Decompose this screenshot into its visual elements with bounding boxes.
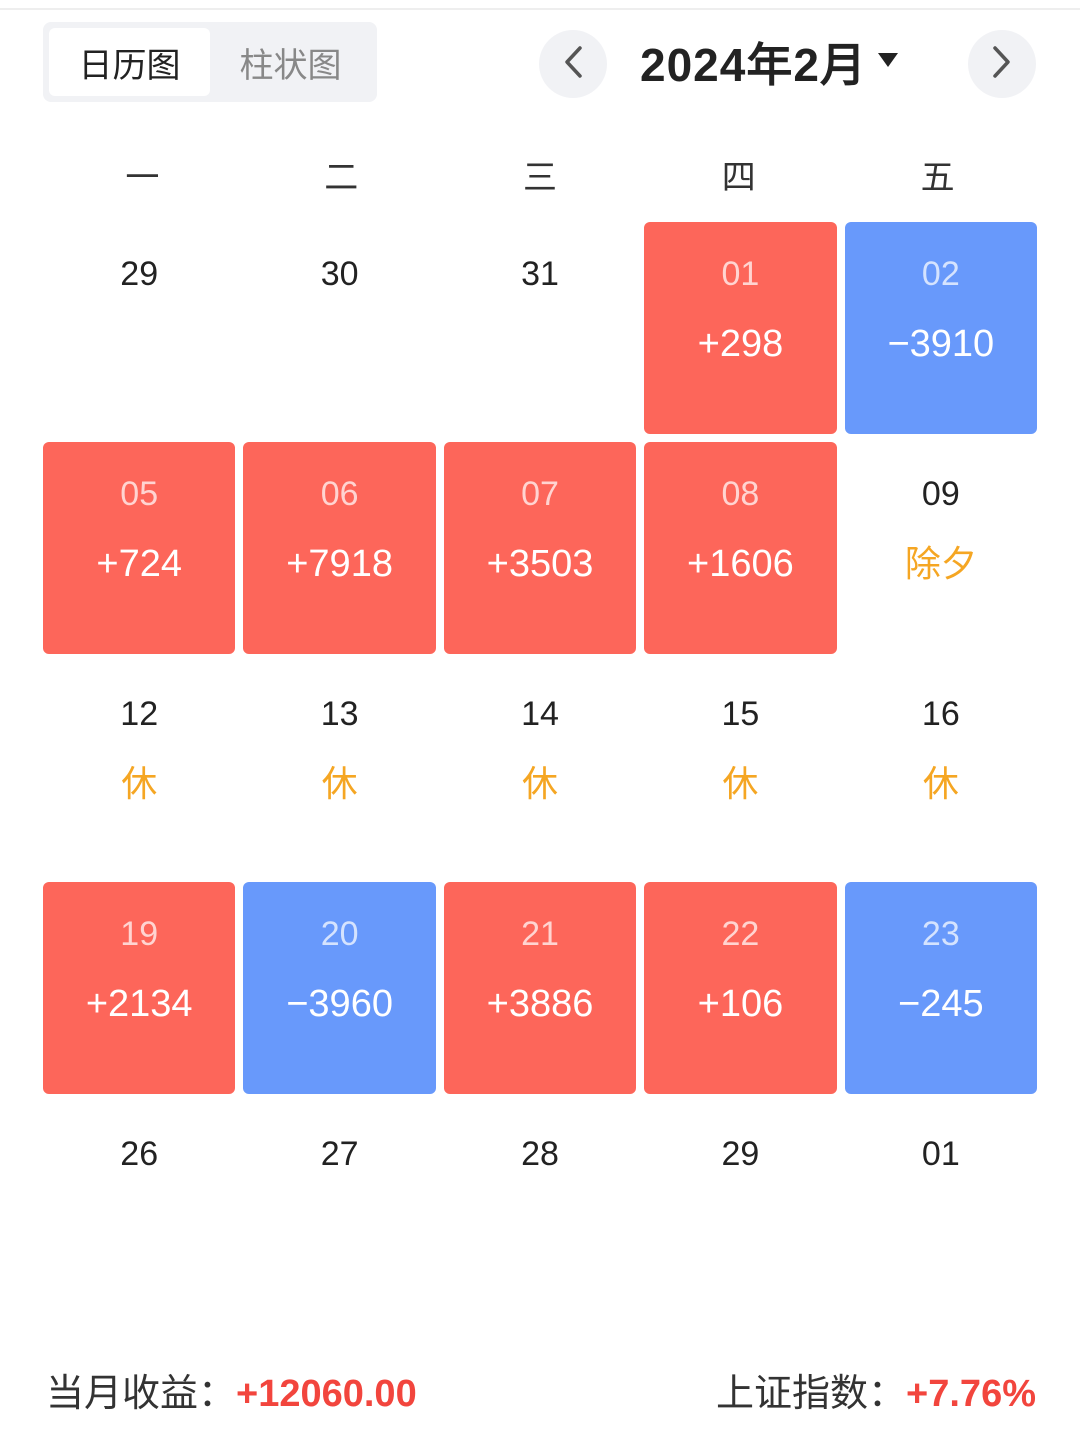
calendar-week: 26 27 28 29 01: [43, 1102, 1037, 1314]
day-profit: +7918: [286, 543, 393, 585]
calendar-day[interactable]: 20 −3960: [243, 882, 436, 1094]
day-number: 26: [120, 1135, 159, 1173]
day-number: 31: [521, 255, 559, 293]
calendar-day[interactable]: 16 休: [845, 662, 1037, 874]
day-profit: +298: [697, 323, 784, 365]
calendar-day[interactable]: 26: [43, 1102, 235, 1314]
calendar-day[interactable]: 23 −245: [844, 882, 1038, 1094]
weekday-mon: 一: [125, 159, 160, 197]
calendar-week: 19 +2134 20 −3960 21 +3886 22 +106 23 −245: [43, 882, 1038, 1094]
day-number: 12: [120, 695, 159, 733]
day-number: 09: [921, 475, 960, 513]
day-number: 30: [320, 255, 359, 293]
calendar-day[interactable]: 01: [845, 1102, 1037, 1314]
day-profit: +3503: [486, 543, 594, 585]
next-month-button[interactable]: [968, 30, 1036, 98]
calendar-day[interactable]: 08 +1606: [644, 442, 837, 654]
calendar-day[interactable]: 07 +3503: [443, 442, 637, 654]
calendar-day[interactable]: 02 −3910: [844, 222, 1038, 434]
day-number: 05: [120, 475, 159, 513]
day-number: 19: [120, 915, 159, 953]
weekday-fri: 五: [920, 159, 955, 197]
calendar-day[interactable]: 09 除夕: [845, 442, 1037, 654]
chevron-right-icon: [991, 45, 1013, 84]
day-number: 01: [721, 255, 760, 293]
day-number: 23: [921, 915, 960, 953]
day-number: 28: [521, 1135, 559, 1173]
calendar-day[interactable]: 31: [444, 222, 636, 434]
day-profit: +1606: [687, 543, 794, 585]
monthly-profit-label: 当月收益：: [46, 1373, 237, 1415]
weekday-wed: 三: [522, 159, 557, 197]
day-profit: +2134: [85, 983, 193, 1025]
day-number: 06: [320, 475, 359, 513]
calendar-day[interactable]: 30: [243, 222, 435, 434]
day-number: 27: [320, 1135, 359, 1173]
calendar-day[interactable]: 19 +2134: [43, 882, 236, 1094]
monthly-profit-value: +12060.00: [236, 1373, 417, 1415]
index-change-label: 上证指数：: [716, 1373, 907, 1415]
day-number: 15: [721, 695, 760, 733]
calendar-day[interactable]: 01 +298: [644, 222, 837, 434]
calendar-day[interactable]: 28: [444, 1102, 636, 1314]
calendar-week: 29 30 31 01 +298 02 −3910: [43, 222, 1038, 434]
calendar-day[interactable]: 05 +724: [43, 442, 236, 654]
view-switch: 日历图 柱状图: [43, 22, 377, 102]
calendar-day[interactable]: 14 休: [444, 662, 636, 874]
calendar-day[interactable]: 29: [43, 222, 235, 434]
calendar-day[interactable]: 12 休: [43, 662, 235, 874]
calendar-day[interactable]: 06 +7918: [243, 442, 436, 654]
calendar-day[interactable]: 29: [644, 1102, 836, 1314]
index-change-value: +7.76%: [906, 1373, 1036, 1415]
monthly-profit: 当月收益：+12060.00: [46, 1362, 417, 1417]
calendar-day[interactable]: 27: [243, 1102, 435, 1314]
day-note: 休: [922, 763, 959, 804]
day-profit: −3960: [286, 983, 393, 1025]
day-note: 休: [522, 763, 559, 804]
day-number: 08: [721, 475, 760, 513]
day-number: 16: [921, 695, 960, 733]
tab-bar-chart[interactable]: 柱状图: [239, 46, 342, 85]
top-divider: [0, 8, 1080, 10]
day-profit: −245: [898, 983, 984, 1025]
day-number: 22: [721, 915, 760, 953]
day-note: 休: [722, 763, 759, 804]
day-profit: +106: [697, 983, 784, 1025]
calendar-day[interactable]: 22 +106: [644, 882, 837, 1094]
month-selector[interactable]: 2024年2月: [640, 28, 899, 96]
day-note: 除夕: [904, 543, 977, 584]
calendar-week: 12 休 13 休 14 休 15 休 16 休: [43, 662, 1037, 874]
day-profit: −3910: [887, 323, 995, 365]
calendar-grid: 29 30 31 01 +298 02 −3910 05 +724 06 +7918 07 +3503 0…: [43, 222, 1038, 1322]
day-note: 休: [321, 763, 358, 804]
day-profit: +3886: [486, 983, 594, 1025]
day-profit: +724: [96, 543, 182, 585]
calendar-day[interactable]: 21 +3886: [443, 882, 637, 1094]
day-note: 休: [121, 763, 158, 804]
calendar-day[interactable]: 15 休: [644, 662, 836, 874]
day-number: 13: [320, 695, 359, 733]
day-number: 14: [521, 695, 559, 733]
day-number: 02: [921, 255, 960, 293]
day-number: 29: [721, 1135, 760, 1173]
calendar-day[interactable]: 13 休: [243, 662, 435, 874]
day-number: 07: [521, 475, 559, 513]
calendar-week: 05 +724 06 +7918 07 +3503 08 +1606 09 除夕: [43, 442, 1037, 654]
month-title: 2024年2月: [640, 39, 867, 91]
day-number: 20: [320, 915, 359, 953]
day-number: 01: [921, 1135, 960, 1173]
tab-calendar[interactable]: 日历图: [49, 28, 210, 96]
day-number: 21: [521, 915, 559, 953]
caret-down-icon: [877, 52, 899, 73]
day-number: 29: [120, 255, 159, 293]
index-change: 上证指数：+7.76%: [716, 1362, 1036, 1417]
weekday-tue: 二: [324, 159, 359, 197]
weekday-header: 一 二 三 四 五: [43, 150, 1037, 206]
weekday-thu: 四: [721, 159, 756, 197]
summary-bar: 当月收益：+12060.00 上证指数：+7.76%: [46, 1362, 1036, 1415]
prev-month-button[interactable]: [539, 30, 607, 98]
chevron-left-icon: [562, 45, 584, 84]
